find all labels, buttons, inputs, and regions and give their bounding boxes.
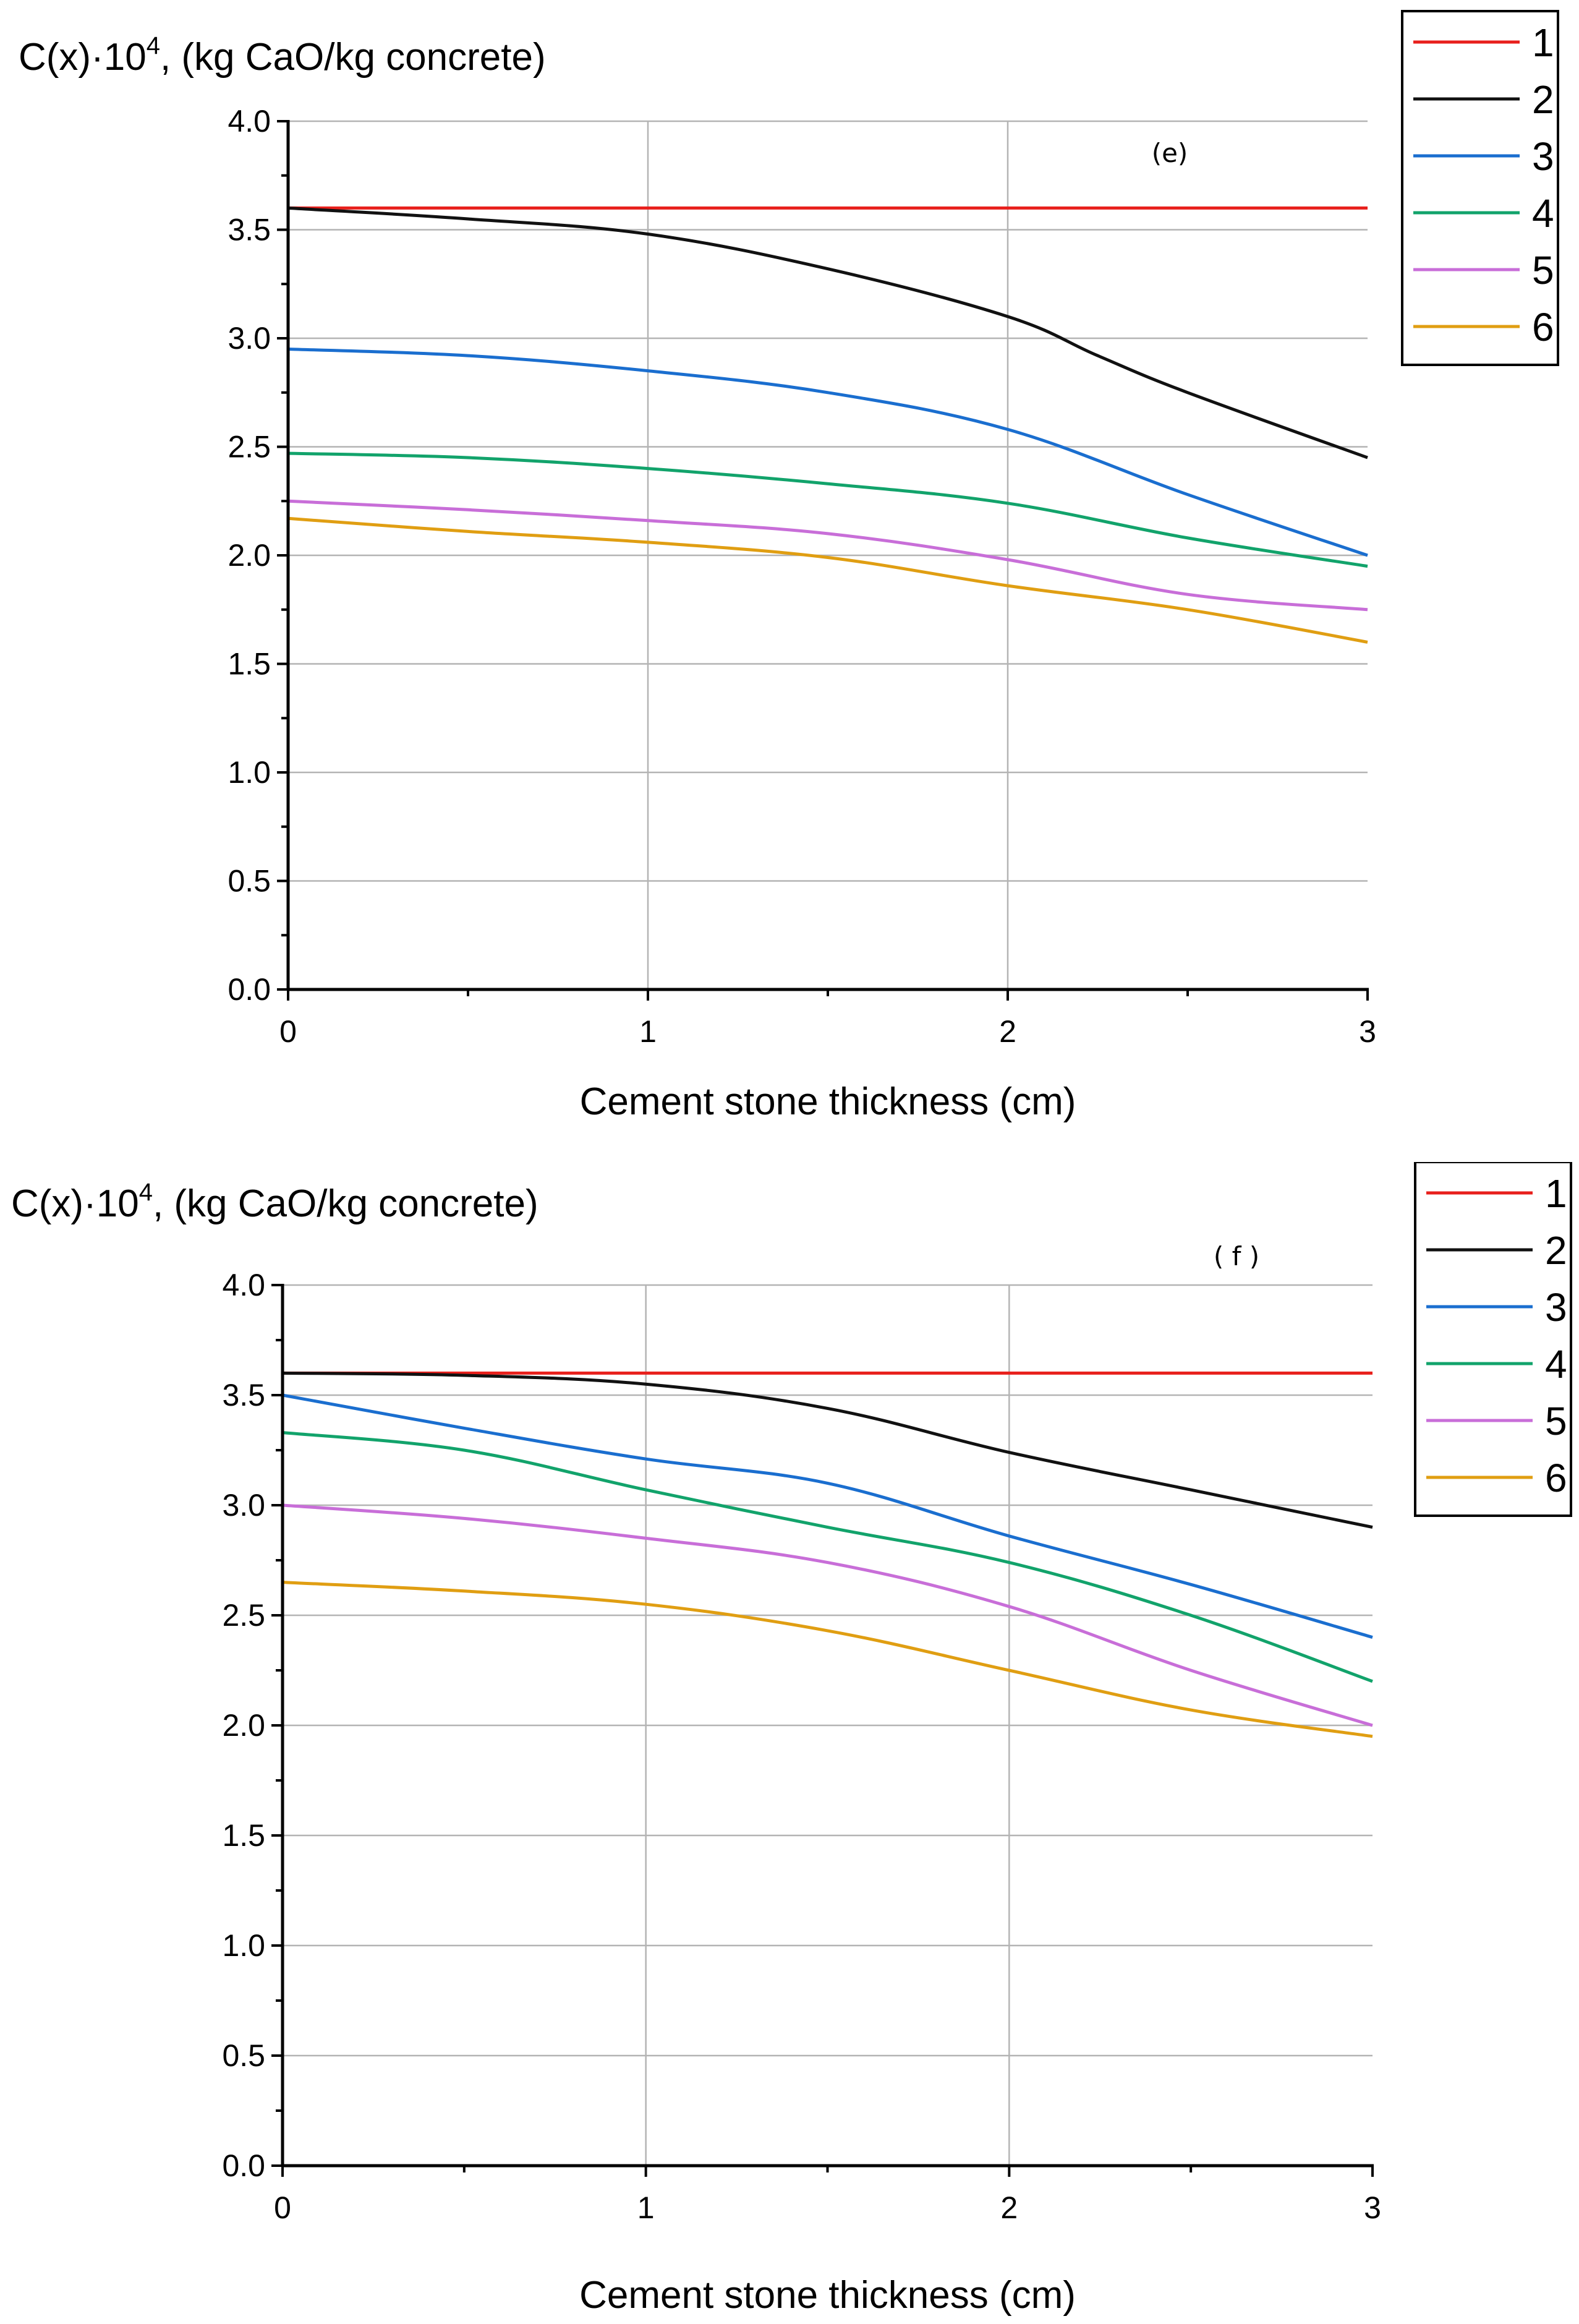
chart-0-y-tick-label: 3.0 [228, 321, 271, 356]
chart-1-legend-box [1414, 1162, 1572, 1517]
chart-1-legend-label-4: 4 [1545, 1342, 1567, 1386]
chart-0-x-axis-title: Cement stone thickness (cm) [580, 1080, 1076, 1123]
chart-1-grid [283, 1284, 1373, 2166]
chart-1-y-tick-label: 3.5 [222, 1378, 265, 1412]
chart-1-series-line-4 [282, 1431, 1373, 1683]
chart-1-series-line-3 [282, 1393, 1373, 1639]
chart-1-panel-label: ( f ) [1214, 1241, 1259, 1271]
chart-0-legend-label-4: 4 [1532, 191, 1554, 236]
chart-1-series-line-2 [282, 1371, 1373, 1529]
chart-1-y-axis-title-exponent: 4 [139, 1179, 153, 1206]
chart-0-panel-label: (e) [1152, 138, 1188, 168]
chart-0-legend-label-6: 6 [1532, 305, 1554, 349]
chart-1-series-line-5 [282, 1503, 1373, 1727]
chart-0-y-tick-label: 2.0 [228, 538, 271, 573]
chart-panel-f: 0.0 0.5 1.0 1.5 2.0 2.5 3.0 3.5 4.0 0 1 2 3 C(x)·104,… [0, 1162, 1579, 2324]
chart-0-legend-label-3: 3 [1532, 134, 1554, 179]
chart-1-x-tick-label: 0 [274, 2190, 291, 2225]
chart-0-series-line-2 [287, 206, 1368, 459]
chart-panel-e: 0.0 0.5 1.0 1.5 2.0 2.5 3.0 3.5 4.0 0 1 2 3 C(x)·104,… [19, 10, 1559, 1123]
chart-0-series-line-3 [287, 348, 1368, 557]
chart-0-y-tick-label: 3.5 [228, 213, 271, 247]
chart-0-legend-label-5: 5 [1532, 248, 1554, 293]
chart-0-y-axis-title-exponent: 4 [147, 32, 160, 59]
chart-1-x-tick-label: 2 [1000, 2190, 1018, 2225]
chart-1-y-tick-label: 3.0 [222, 1488, 265, 1523]
chart-1-legend: 1 2 3 4 5 6 [1414, 1162, 1572, 1517]
chart-1-y-tick-label: 0.0 [222, 2148, 265, 2183]
chart-1-series [282, 1371, 1373, 1738]
chart-1-y-tick-label: 2.5 [222, 1598, 265, 1633]
chart-0-legend: 1 2 3 4 5 6 [1401, 10, 1559, 366]
chart-f-svg: 0.00.51.01.52.02.53.03.54.00 1 2 3C(x)·104,… [11, 1162, 1572, 2317]
chart-1-y-tick-label: 2.0 [222, 1708, 265, 1743]
chart-0-y-tick-label: 0.0 [228, 972, 271, 1007]
chart-0-series-line-6 [287, 516, 1368, 644]
chart-e-svg: 0.00.51.01.52.02.53.03.54.00 1 2 3C(x)·104,… [19, 10, 1559, 1123]
chart-0-series-line-5 [287, 499, 1368, 612]
chart-1-y-axis-title-main: C(x)·10 [11, 1182, 139, 1225]
chart-0-x-tick-label: 2 [999, 1014, 1016, 1049]
chart-0-series [287, 206, 1368, 644]
chart-0-y-tick-label: 1.0 [228, 755, 271, 790]
chart-1-legend-label-3: 3 [1545, 1285, 1567, 1330]
chart-0-y-tick-label: 4.0 [228, 104, 271, 139]
chart-1-y-tick-label: 4.0 [222, 1268, 265, 1302]
chart-1-series-line-6 [282, 1581, 1373, 1738]
chart-1-y-tick-label: 0.5 [222, 2038, 265, 2073]
chart-0-y-tick-label: 1.5 [228, 647, 271, 681]
chart-0-y-axis-title-main: C(x)·10 [19, 36, 147, 79]
chart-1-legend-label-6: 6 [1545, 1456, 1567, 1500]
chart-0-y-tick-label: 0.5 [228, 864, 271, 899]
chart-0-y-axis-title-unit: , (kg CaO/kg concrete) [160, 36, 546, 79]
chart-1-x-tick-label: 1 [637, 2190, 655, 2225]
chart-0-x-tick-label: 0 [279, 1014, 297, 1049]
chart-0-series-line-4 [287, 451, 1368, 568]
chart-0-x-tick-label: 1 [639, 1014, 657, 1049]
chart-1-x-tick-label: 3 [1364, 2190, 1381, 2225]
chart-1-x-axis-title: Cement stone thickness (cm) [579, 2274, 1076, 2317]
chart-1-legend-label-2: 2 [1545, 1228, 1567, 1273]
chart-1-y-tick-label: 1.5 [222, 1818, 265, 1853]
chart-0-y-axis-title: C(x)·104, (kg CaO/kg concrete) [19, 32, 546, 79]
chart-0-x-tick-label: 3 [1359, 1014, 1376, 1049]
chart-0-legend-box [1401, 10, 1559, 366]
chart-1-legend-label-5: 5 [1545, 1399, 1567, 1443]
chart-1-y-axis-title-unit: , (kg CaO/kg concrete) [153, 1182, 538, 1225]
chart-0-legend-label-2: 2 [1532, 77, 1554, 122]
chart-0-y-tick-label: 2.5 [228, 430, 271, 464]
chart-1-y-tick-label: 1.0 [222, 1928, 265, 1963]
chart-1-y-axis-title: C(x)·104, (kg CaO/kg concrete) [11, 1179, 538, 1225]
chart-0-grid [288, 120, 1368, 989]
chart-0-legend-label-1: 1 [1532, 20, 1554, 65]
chart-1-legend-label-1: 1 [1545, 1171, 1567, 1216]
